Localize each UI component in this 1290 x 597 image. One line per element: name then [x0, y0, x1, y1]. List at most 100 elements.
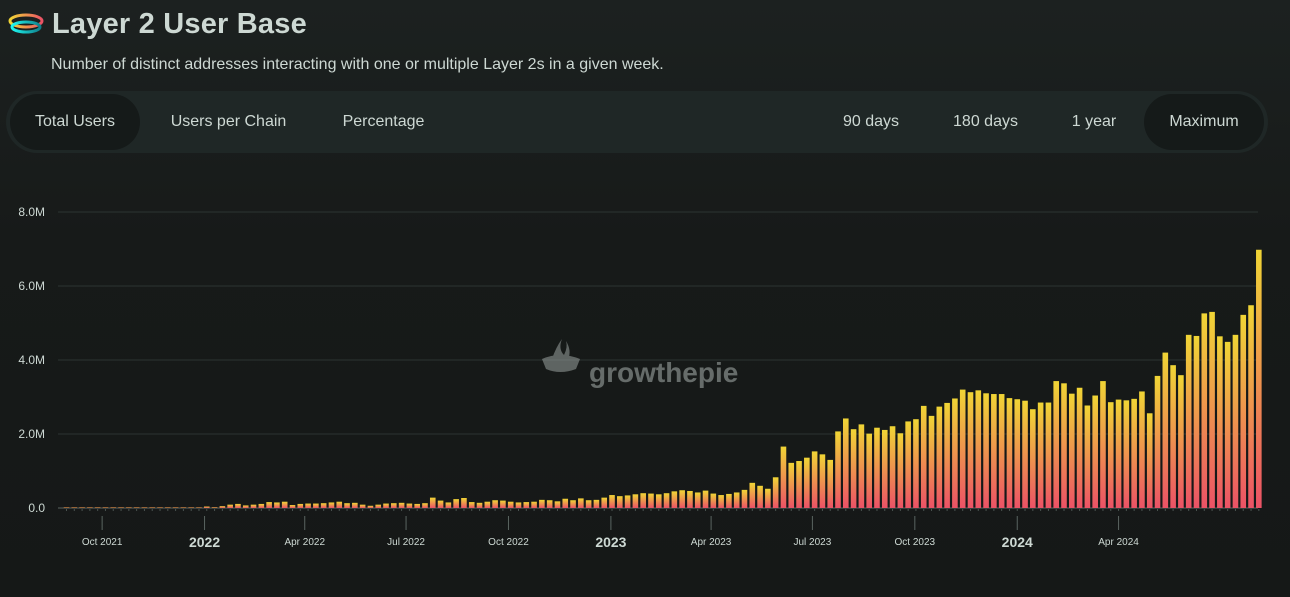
bar: [118, 507, 124, 508]
bar: [126, 507, 132, 508]
bar: [546, 500, 553, 508]
bar: [570, 500, 576, 508]
watermark-text: growthepie: [589, 357, 738, 388]
bar: [866, 433, 872, 508]
bar: [881, 429, 888, 508]
tab-maximum[interactable]: Maximum: [1144, 94, 1264, 150]
tab-percentage[interactable]: Percentage: [342, 113, 425, 130]
x-tick-label: Jul 2022: [387, 537, 425, 548]
bar: [203, 506, 210, 508]
bar: [710, 493, 717, 508]
bar: [359, 504, 366, 508]
bars: [63, 249, 1262, 508]
bar: [1232, 334, 1239, 508]
bar: [889, 426, 896, 508]
bar: [507, 501, 514, 508]
bar: [149, 507, 156, 508]
bar: [858, 424, 865, 508]
bar: [110, 507, 117, 508]
bar: [1193, 335, 1200, 508]
y-tick-label: 2.0M: [18, 427, 45, 441]
bar: [827, 459, 834, 508]
bar: [1131, 398, 1137, 508]
bar: [172, 507, 179, 508]
bar: [632, 494, 639, 508]
bar: [492, 500, 498, 508]
bar: [811, 451, 818, 508]
layer2-logo-icon: [8, 13, 44, 34]
bar: [219, 506, 226, 508]
tab-180-days[interactable]: 180 days: [953, 113, 1018, 130]
bar: [87, 507, 93, 508]
page-title: Layer 2 User Base: [52, 7, 307, 40]
bar: [920, 405, 927, 508]
bar: [352, 502, 358, 508]
bar: [1139, 391, 1145, 508]
bar: [289, 505, 296, 508]
bar: [367, 505, 374, 508]
bar: [905, 421, 911, 508]
bar: [702, 490, 709, 508]
y-tick-label: 4.0M: [18, 353, 45, 367]
bar: [235, 503, 241, 508]
bar: [1170, 365, 1176, 508]
bar: [476, 502, 483, 508]
bar: [313, 503, 319, 508]
bar: [274, 502, 280, 508]
bar: [967, 392, 974, 508]
bar: [344, 503, 350, 508]
bar: [266, 502, 272, 508]
bar: [718, 495, 724, 508]
x-tick-label: Apr 2023: [691, 537, 732, 548]
page-subtitle: Number of distinct addresses interacting…: [51, 56, 664, 73]
bar: [102, 507, 109, 508]
bar: [648, 493, 654, 508]
bar: [741, 489, 748, 508]
pie-logo-icon: [542, 339, 580, 372]
bar: [297, 503, 304, 508]
bar: [928, 415, 935, 508]
y-tick-label: 6.0M: [18, 279, 45, 293]
bar: [1224, 341, 1231, 508]
x-axis: Oct 2021 2022 Apr 2022 Jul 2022 Oct 2022 2023…: [66, 509, 1260, 550]
x-tick-label: 2022: [189, 534, 220, 550]
tab-90-days[interactable]: 90 days: [842, 113, 900, 130]
bar: [788, 462, 795, 508]
bar: [765, 488, 771, 508]
bar: [242, 505, 249, 508]
bar: [196, 507, 202, 508]
tab-1-year[interactable]: 1 year: [1071, 113, 1117, 130]
bar: [679, 490, 685, 508]
bar: [468, 502, 475, 508]
bar: [1014, 399, 1021, 508]
bar: [796, 461, 802, 508]
bar: [429, 497, 436, 508]
bar: [578, 498, 584, 508]
user-base-bar-chart: growthepie 0.0 2.0M 4.0M 6.0M 8.0M Oct 2021 2…: [18, 205, 1262, 550]
bar: [1123, 400, 1130, 508]
chart-header: Layer 2 User Base: [8, 4, 307, 44]
bar: [843, 418, 849, 508]
bar: [422, 503, 428, 508]
x-tick-label: Oct 2023: [895, 537, 936, 548]
bar: [804, 457, 810, 508]
bar: [1201, 313, 1208, 508]
bar: [975, 390, 982, 508]
bar: [523, 502, 530, 508]
bar: [1022, 400, 1028, 508]
bar: [328, 502, 335, 508]
bar: [726, 493, 732, 508]
bar: [1061, 383, 1067, 508]
bar: [819, 454, 826, 508]
bar: [258, 503, 265, 508]
bar: [562, 498, 569, 508]
bar: [305, 503, 311, 508]
chart-controls: Total Users Users per Chain Percentage 9…: [6, 91, 1268, 153]
tab-total-users[interactable]: Total Users: [10, 94, 140, 150]
bar: [484, 501, 491, 508]
tab-users-per-chain[interactable]: Users per Chain: [170, 113, 287, 130]
bar: [1030, 409, 1036, 508]
bar: [500, 500, 506, 508]
x-tick-label: Apr 2022: [284, 537, 325, 548]
bar: [1069, 393, 1075, 508]
